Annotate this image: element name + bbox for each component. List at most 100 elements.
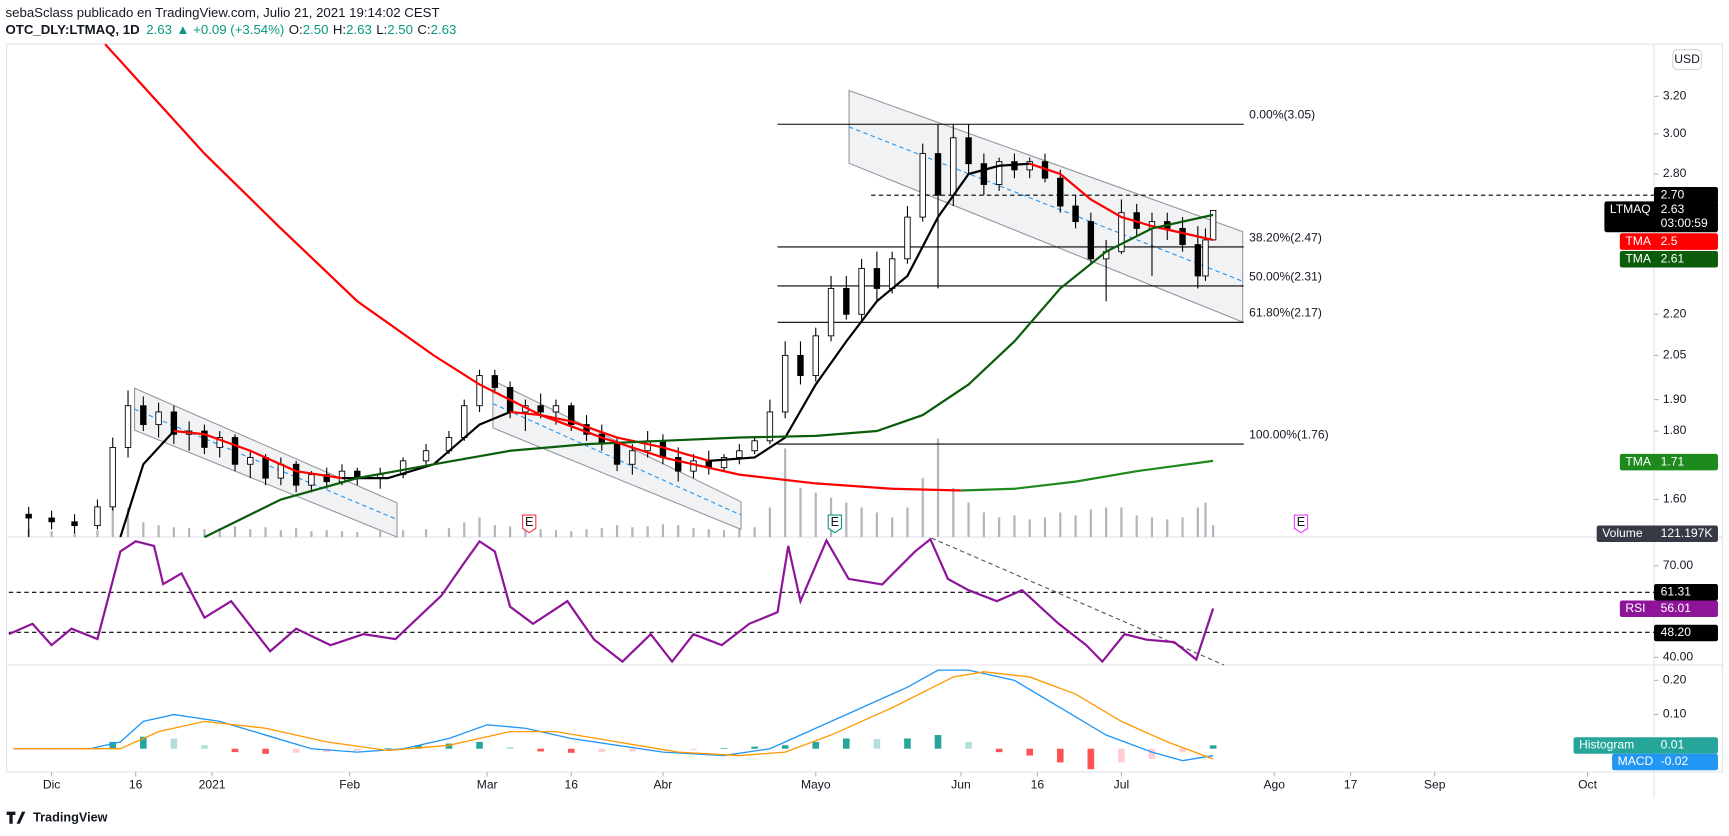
ohlc-value: 2.50 bbox=[303, 21, 329, 36]
y-tick-label: 3.20 bbox=[1663, 89, 1687, 103]
candle-body bbox=[934, 153, 942, 196]
badge-value: 1.71 bbox=[1661, 454, 1685, 468]
volume-bar bbox=[738, 529, 741, 538]
x-tick-label: Jul bbox=[1114, 777, 1129, 791]
histogram-bar bbox=[1179, 748, 1186, 753]
badge-value: 2.63 bbox=[1661, 202, 1685, 216]
histogram-bar bbox=[537, 748, 544, 752]
candle-body bbox=[980, 163, 988, 185]
volume-bar bbox=[1204, 502, 1207, 538]
volume-bar bbox=[646, 526, 649, 538]
channel-mid bbox=[848, 126, 1243, 282]
candle-body bbox=[919, 153, 926, 218]
ohlc-key: H: bbox=[333, 21, 346, 36]
volume-bar bbox=[1043, 517, 1047, 538]
badge-value: 2.61 bbox=[1661, 251, 1685, 265]
volume-bar bbox=[554, 530, 558, 538]
volume-bar bbox=[784, 448, 787, 538]
histogram-bar bbox=[781, 745, 789, 749]
histogram-bar bbox=[720, 748, 728, 749]
volume-bar bbox=[279, 530, 282, 538]
volume-bar bbox=[379, 531, 382, 538]
histogram-bar bbox=[445, 743, 453, 749]
y-tick-label: 2.20 bbox=[1663, 306, 1687, 320]
histogram-bar bbox=[1056, 748, 1064, 763]
candle-body bbox=[1087, 221, 1095, 260]
volume-bar bbox=[310, 531, 313, 538]
x-tick-label: Abr bbox=[653, 777, 672, 791]
candle-body bbox=[950, 137, 957, 196]
price-badge bbox=[1604, 201, 1718, 233]
x-tick-label: 2021 bbox=[199, 777, 226, 791]
candle-body bbox=[537, 405, 544, 413]
price-badge bbox=[1619, 453, 1718, 471]
volume-bar bbox=[952, 487, 955, 538]
volume-bar bbox=[1013, 515, 1016, 538]
x-tick-label: Jun bbox=[951, 777, 971, 791]
volume-bar bbox=[111, 497, 114, 538]
volume-bar bbox=[447, 528, 451, 538]
candle-body bbox=[109, 446, 116, 508]
volume-bar bbox=[524, 528, 527, 538]
histogram-bar bbox=[231, 748, 239, 753]
volume-bar bbox=[814, 492, 817, 538]
fib-label: 61.80%(2.17) bbox=[1249, 306, 1322, 320]
price-badge bbox=[1619, 600, 1718, 618]
volume-bar bbox=[73, 532, 76, 538]
volume-bar bbox=[1196, 507, 1199, 538]
price-badge bbox=[1619, 250, 1718, 268]
badge-name: Volume bbox=[1602, 526, 1643, 540]
candle-body bbox=[812, 335, 819, 377]
candle-body bbox=[338, 470, 346, 483]
volume-bar bbox=[967, 502, 970, 538]
candle-body bbox=[827, 287, 835, 337]
volume-bar bbox=[677, 525, 680, 538]
candle-body bbox=[247, 457, 254, 465]
price-badge bbox=[1619, 233, 1718, 250]
volume-bar bbox=[661, 524, 665, 538]
volume-bar bbox=[157, 525, 160, 538]
candle-body bbox=[629, 450, 636, 465]
candle-body bbox=[675, 457, 682, 472]
volume-bar bbox=[356, 532, 359, 538]
volume-bar bbox=[1028, 519, 1031, 538]
price-badge bbox=[1596, 525, 1718, 543]
candle-body bbox=[140, 405, 147, 426]
y-tick-label: 1.90 bbox=[1663, 392, 1687, 406]
ohlc-value: 2.63 bbox=[346, 21, 372, 36]
candle-body bbox=[659, 440, 667, 458]
histogram-bar bbox=[506, 747, 514, 749]
price-badge bbox=[1612, 753, 1718, 771]
candle-body bbox=[308, 474, 315, 486]
histogram-bar bbox=[904, 738, 911, 749]
y-tick-label: 40.00 bbox=[1663, 650, 1694, 664]
volume-bar bbox=[1120, 507, 1123, 538]
volume-bar bbox=[1181, 517, 1184, 538]
currency[interactable]: USD bbox=[1674, 52, 1700, 66]
candle-body bbox=[1057, 177, 1064, 207]
badge-extra: 03:00:59 bbox=[1661, 216, 1708, 230]
volume-bar bbox=[172, 527, 175, 538]
moving-average bbox=[960, 459, 1214, 492]
volume-bar bbox=[478, 517, 481, 538]
y-tick-label: 0.20 bbox=[1663, 673, 1687, 687]
volume-bar bbox=[1074, 515, 1077, 538]
price-badge bbox=[1654, 624, 1718, 642]
fib-label: 100.00%(1.76) bbox=[1249, 427, 1328, 441]
candle-body bbox=[216, 437, 223, 448]
signal-line bbox=[13, 671, 1214, 760]
x-tick-label: Dic bbox=[43, 777, 61, 791]
histogram-bar bbox=[690, 748, 697, 751]
volume-bar bbox=[50, 531, 53, 538]
volume-bar bbox=[1135, 515, 1138, 538]
badge-value: 121.197K bbox=[1661, 526, 1713, 540]
y-tick-label: 0.10 bbox=[1663, 707, 1687, 721]
histogram-bar bbox=[934, 735, 942, 749]
volume-bar bbox=[1166, 519, 1169, 538]
ohlc-value: 2.63 bbox=[431, 21, 457, 36]
x-tick-label: 16 bbox=[129, 777, 143, 791]
candle-body bbox=[155, 411, 162, 426]
currency-button[interactable] bbox=[1672, 49, 1702, 71]
histogram-bar bbox=[262, 748, 269, 754]
